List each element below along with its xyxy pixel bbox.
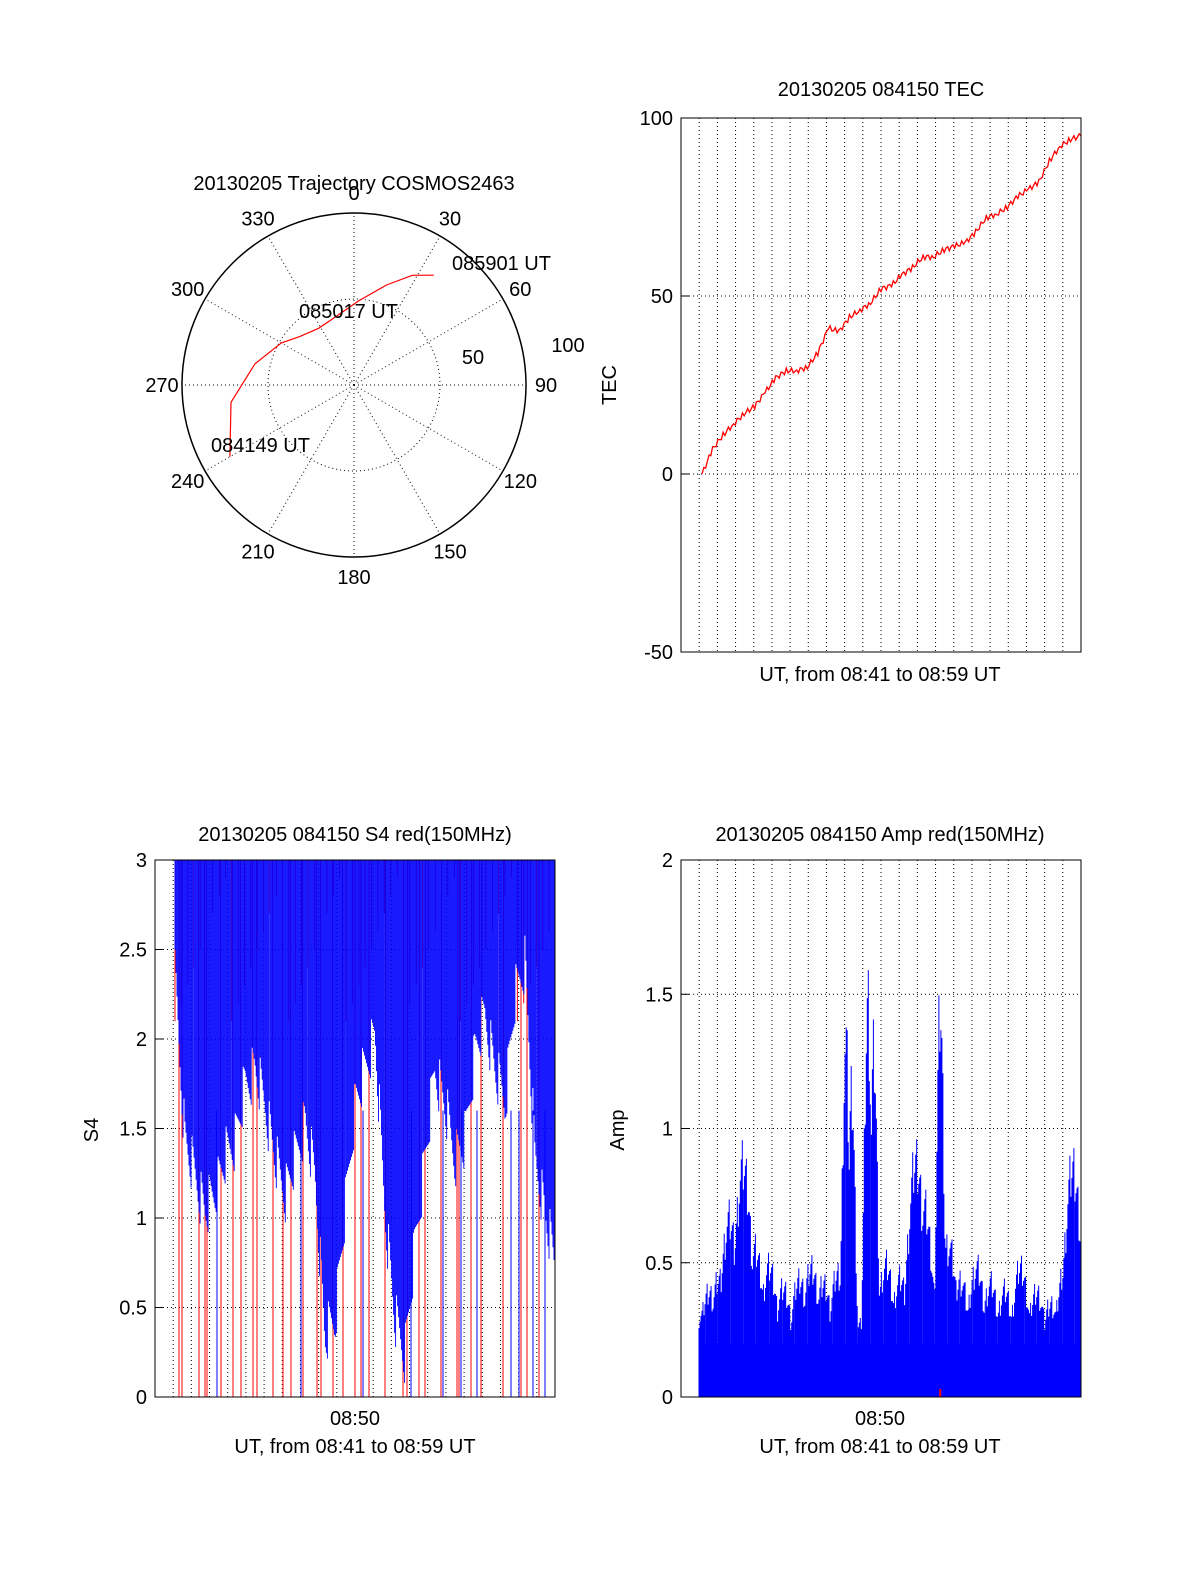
polar-spoke [353, 235, 441, 386]
s4-ytick-label: 1.5 [119, 1119, 147, 1141]
polar-trajectory-line [229, 274, 434, 457]
polar-azimuth-label: 90 [535, 375, 557, 397]
polar-grid-circle [267, 298, 441, 472]
tec-ytick-label: 50 [651, 286, 673, 308]
s4-ytick-label: 2 [136, 1029, 147, 1051]
s4-xlabel: UT, from 08:41 to 08:59 UT [234, 1436, 475, 1458]
polar-chart: 20130205 Trajectory COSMOS2463 0 30 60 90 12… [145, 173, 584, 589]
tec-ytick-label: 100 [640, 108, 673, 130]
amp-blue-base-fill [699, 1343, 1081, 1397]
polar-azimuth-label: 60 [509, 279, 531, 301]
polar-outer-circle [181, 212, 527, 558]
polar-annotation-start: 084149 UT [211, 435, 310, 457]
amp-xlabel: UT, from 08:41 to 08:59 UT [759, 1436, 1000, 1458]
amp-blue-series [698, 970, 1082, 1397]
amp-ytick-label: 0 [662, 1387, 673, 1409]
amp-y-ticks: 2 1.5 1 0.5 0 [645, 850, 689, 1409]
tec-chart: 20130205 084150 TEC 100 50 0 -50 UT, from 0… [599, 79, 1082, 686]
polar-radial-label-100: 100 [551, 335, 584, 357]
polar-azimuth-label: 120 [504, 471, 537, 493]
polar-azimuth-label: 330 [241, 209, 274, 231]
polar-annotation-end: 085901 UT [452, 253, 551, 275]
polar-spoke [353, 298, 504, 386]
amp-ytick-label: 0.5 [645, 1253, 673, 1275]
amp-ylabel: Amp [607, 1109, 629, 1150]
polar-title: 20130205 Trajectory COSMOS2463 [193, 173, 514, 195]
tec-ylabel: TEC [599, 365, 621, 405]
amp-title: 20130205 084150 Amp red(150MHz) [715, 824, 1044, 846]
polar-radial-label-50: 50 [462, 347, 484, 369]
s4-y-ticks: 3 2.5 2 1.5 1 0.5 0 [119, 850, 163, 1409]
polar-azimuth-label: 300 [171, 279, 204, 301]
polar-azimuth-label: 180 [337, 567, 370, 589]
polar-azimuth-label: 240 [171, 471, 204, 493]
s4-xtick-label: 08:50 [330, 1408, 380, 1430]
amp-ytick-label: 1.5 [645, 984, 673, 1006]
s4-ytick-label: 2.5 [119, 940, 147, 962]
s4-ytick-label: 0 [136, 1387, 147, 1409]
s4-plot-frame [154, 859, 556, 1398]
polar-spoke [267, 235, 355, 386]
polar-spoke [267, 384, 355, 535]
polar-annotation-mid: 085017 UT [299, 301, 398, 323]
tec-grid [681, 118, 1081, 652]
polar-azimuth-label: 150 [433, 541, 466, 563]
s4-title: 20130205 084150 S4 red(150MHz) [198, 824, 512, 846]
amp-blue-series-path [698, 970, 1082, 1397]
polar-spoke [204, 298, 355, 386]
s4-blue-series [174, 860, 556, 1397]
polar-spoke [353, 384, 441, 535]
s4-ylabel: S4 [81, 1118, 103, 1142]
amp-xtick-label: 08:50 [855, 1408, 905, 1430]
polar-azimuth-label: 30 [439, 209, 461, 231]
s4-blue-series-path [174, 860, 556, 1383]
polar-azimuth-label: 0 [348, 183, 359, 205]
amp-chart: 20130205 084150 Amp red(150MHz) 2 1.5 1 0.5… [607, 824, 1082, 1458]
s4-chart: 20130205 084150 S4 red(150MHz) 3 2.5 2 1.5 1… [81, 824, 556, 1458]
tec-ytick-label: -50 [644, 642, 673, 664]
polar-spoke [204, 384, 355, 472]
s4-ytick-label: 1 [136, 1208, 147, 1230]
s4-ytick-label: 3 [136, 850, 147, 872]
amp-ytick-label: 1 [662, 1119, 673, 1141]
tec-series-line [701, 132, 1082, 475]
s4-ytick-label: 0.5 [119, 1298, 147, 1320]
polar-azimuth-label: 270 [145, 375, 178, 397]
amp-plot-frame [680, 859, 1082, 1398]
tec-title: 20130205 084150 TEC [778, 79, 984, 101]
polar-spoke [353, 384, 504, 472]
tec-y-ticks: 100 50 0 -50 [640, 108, 689, 664]
polar-azimuth-label: 210 [241, 541, 274, 563]
amp-ytick-label: 2 [662, 850, 673, 872]
tec-xlabel: UT, from 08:41 to 08:59 UT [759, 664, 1000, 686]
tec-ytick-label: 0 [662, 464, 673, 486]
polar-azimuth-labels: 0 30 60 90 120 150 180 210 240 270 300 330 [145, 183, 557, 589]
polar-grid [181, 212, 527, 558]
tec-plot-frame [680, 117, 1082, 653]
